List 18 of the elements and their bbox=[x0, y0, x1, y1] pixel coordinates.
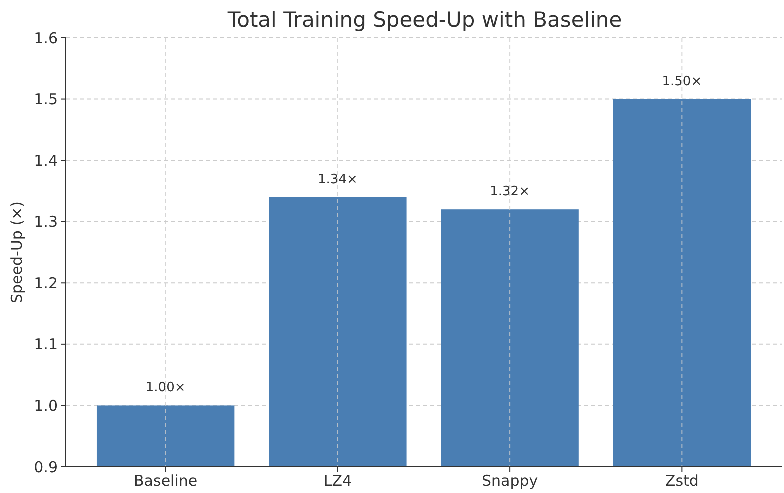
y-tick-label: 1.1 bbox=[34, 336, 58, 354]
y-tick-label: 1.5 bbox=[34, 90, 58, 109]
y-tick-label: 1.0 bbox=[34, 396, 58, 415]
y-tick-label: 1.4 bbox=[34, 152, 58, 170]
x-tick-label: Zstd bbox=[665, 472, 699, 490]
data-label: 1.00× bbox=[146, 380, 186, 396]
x-tick-label: LZ4 bbox=[324, 472, 352, 490]
x-tick-label: Snappy bbox=[482, 472, 538, 490]
x-tick-label: Baseline bbox=[134, 472, 198, 490]
chart-title: Total Training Speed-Up with Baseline bbox=[226, 8, 622, 32]
y-tick-label: 0.9 bbox=[34, 458, 58, 476]
y-tick-label: 1.6 bbox=[34, 29, 58, 48]
data-label: 1.34× bbox=[318, 172, 358, 188]
y-axis-title: Speed-Up (×) bbox=[8, 202, 26, 304]
y-tick-label: 1.3 bbox=[34, 213, 58, 232]
y-tick-label: 1.2 bbox=[34, 274, 58, 292]
data-label: 1.50× bbox=[662, 74, 702, 90]
data-label: 1.32× bbox=[490, 184, 530, 200]
